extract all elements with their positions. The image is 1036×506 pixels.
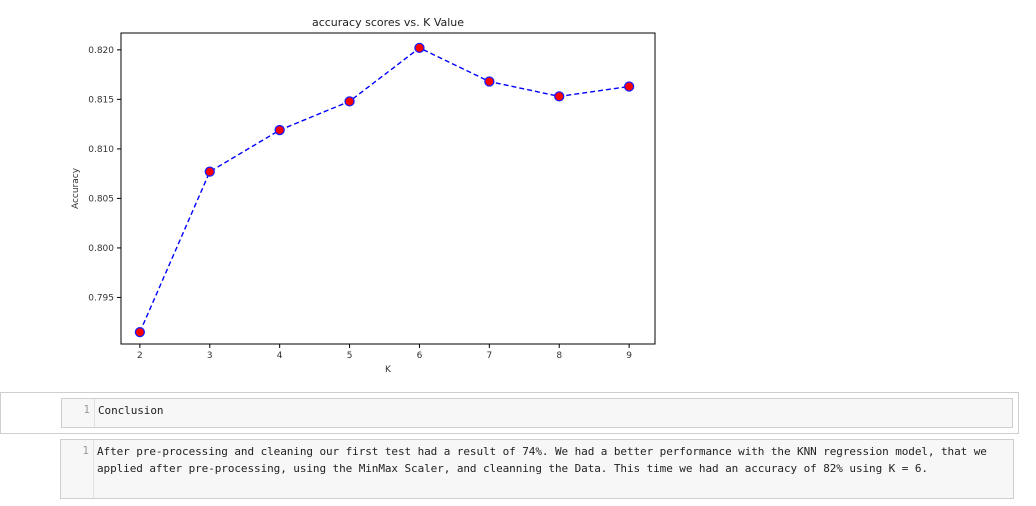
x-tick-label: 8 bbox=[556, 351, 562, 361]
x-tick-label: 6 bbox=[417, 351, 423, 361]
y-tick-label: 0.800 bbox=[88, 244, 114, 254]
y-tick-label: 0.795 bbox=[88, 293, 114, 303]
data-point bbox=[134, 326, 146, 338]
y-tick-label: 0.815 bbox=[88, 95, 114, 105]
x-tick-label: 7 bbox=[486, 351, 492, 361]
y-tick-label: 0.805 bbox=[88, 194, 114, 204]
data-point bbox=[344, 96, 355, 107]
x-axis: 2 3 4 5 6 7 8 9 bbox=[137, 344, 632, 361]
line-number: 1 bbox=[83, 403, 90, 416]
x-tick-label: 9 bbox=[626, 351, 632, 361]
series-line bbox=[139, 47, 630, 333]
data-point bbox=[554, 91, 565, 102]
markdown-cell-heading[interactable]: 1 Conclusion bbox=[0, 392, 1019, 434]
markdown-cell-conclusion[interactable]: 1 After pre-processing and cleaning our … bbox=[0, 434, 1019, 504]
y-axis: 0.795 0.800 0.805 0.810 0.815 0.820 bbox=[88, 46, 121, 303]
y-axis-label: Accuracy bbox=[71, 167, 81, 209]
data-point bbox=[274, 124, 285, 136]
x-tick-label: 3 bbox=[207, 351, 213, 361]
y-tick-label: 0.820 bbox=[88, 46, 114, 56]
data-point bbox=[484, 76, 495, 87]
cell-text[interactable]: Conclusion bbox=[98, 404, 164, 417]
gutter-divider bbox=[94, 399, 95, 427]
line-number: 1 bbox=[82, 444, 89, 457]
gutter-divider bbox=[93, 440, 94, 498]
cell-text[interactable]: After pre-processing and cleaning our fi… bbox=[97, 445, 994, 475]
data-point bbox=[414, 42, 425, 54]
chart-title: accuracy scores vs. K Value bbox=[312, 16, 464, 29]
x-tick-label: 5 bbox=[347, 351, 353, 361]
plot-frame bbox=[120, 32, 656, 345]
x-tick-label: 2 bbox=[137, 351, 143, 361]
x-tick-label: 4 bbox=[277, 351, 283, 361]
chart-output: accuracy scores vs. K Value 0.795 0.800 0.… bbox=[71, 16, 656, 375]
cell-editor[interactable]: 1 After pre-processing and cleaning our … bbox=[60, 439, 1014, 499]
cell-editor[interactable]: 1 Conclusion bbox=[61, 398, 1013, 428]
y-tick-label: 0.810 bbox=[88, 145, 114, 155]
accuracy-line-chart: accuracy scores vs. K Value 0.7950.8000.… bbox=[71, 16, 656, 375]
series-markers bbox=[134, 42, 635, 338]
data-point bbox=[204, 166, 215, 177]
x-axis-label: K bbox=[385, 365, 392, 375]
data-point bbox=[623, 81, 635, 92]
